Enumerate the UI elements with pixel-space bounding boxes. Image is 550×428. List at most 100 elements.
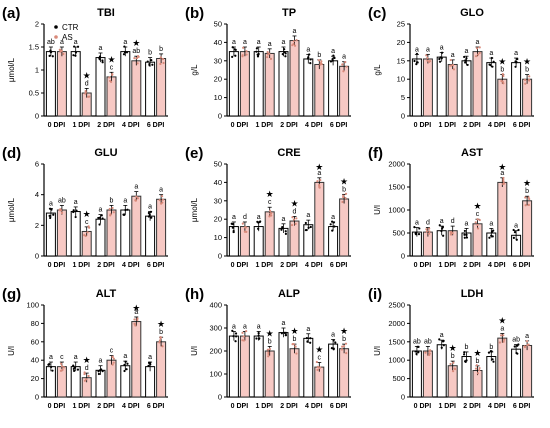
sig-letter: a (99, 45, 103, 52)
ctr-point (415, 62, 418, 66)
as-point (162, 61, 165, 65)
sig-letter: a (476, 39, 480, 46)
ctr-point (414, 350, 417, 353)
as-point (425, 230, 428, 233)
panel-label: (f) (368, 145, 383, 162)
ctr-point (284, 230, 287, 233)
as-bar (447, 63, 458, 117)
as-point (527, 203, 530, 207)
sig-letter: a (342, 54, 346, 61)
as-point (59, 48, 62, 51)
y-tick-label: 400 (209, 301, 222, 310)
ctr-point (441, 227, 444, 230)
y-tick-label: 1500 (388, 337, 405, 346)
ctr-point (100, 214, 103, 217)
y-tick-label: 0 (401, 112, 405, 121)
significance-star: ★ (473, 348, 481, 358)
y-axis-label: μmol/L (7, 57, 16, 82)
as-point (83, 372, 86, 376)
sig-letter: d (85, 80, 89, 87)
sig-letter: b (293, 336, 297, 343)
sig-letter: b (500, 67, 504, 74)
ctr-point (98, 223, 101, 226)
ctr-point (307, 56, 310, 59)
y-tick-label: 1500 (388, 183, 405, 192)
sig-letter: ab (512, 337, 520, 344)
ctr-point (47, 363, 50, 366)
sig-letter: b (159, 46, 163, 53)
sig-letter: a (123, 353, 127, 360)
sig-letter: b (317, 52, 321, 59)
sig-letter: a (232, 323, 236, 330)
ctr-point (463, 233, 466, 236)
y-axis-label: U/l (373, 346, 382, 356)
as-point (476, 227, 480, 230)
significance-star: ★ (498, 162, 506, 172)
sig-letter: d (426, 219, 430, 226)
significance-star: ★ (266, 328, 274, 338)
sig-letter: a (123, 39, 127, 46)
as-point (292, 40, 295, 43)
ctr-point (126, 208, 129, 211)
sig-letter: a (331, 48, 335, 55)
ctr-bar (145, 215, 156, 257)
ctr-point (231, 55, 234, 58)
sig-letter: a (465, 220, 469, 227)
ctr-point (51, 369, 54, 372)
as-point (428, 230, 431, 233)
sig-letter: a (415, 219, 419, 226)
ctr-point (465, 57, 468, 60)
ctr-point (123, 363, 126, 366)
significance-star: ★ (340, 176, 348, 186)
ctr-point (418, 227, 421, 230)
as-bar (239, 51, 250, 117)
as-point (161, 57, 165, 61)
ctr-point (309, 62, 312, 65)
sig-letter: a (500, 170, 504, 177)
significance-star: ★ (315, 345, 323, 355)
legend-as-label: AS (62, 33, 73, 42)
as-point (527, 78, 531, 81)
ctr-point (514, 60, 517, 63)
ctr-point (257, 332, 260, 335)
as-point (133, 57, 136, 60)
as-point (342, 70, 345, 73)
ctr-bar (328, 60, 339, 117)
as-bar (314, 181, 325, 257)
as-point (159, 62, 162, 66)
as-point (476, 223, 479, 226)
x-tick-label: 4 DPI (305, 262, 323, 269)
ctr-point (235, 335, 238, 338)
as-point (59, 208, 62, 211)
ctr-point (491, 358, 494, 361)
ctr-point (49, 216, 52, 220)
sig-letter: a (123, 197, 127, 204)
ctr-point (305, 337, 309, 340)
as-bar (131, 195, 142, 257)
as-point (112, 211, 115, 214)
ctr-point (147, 364, 150, 368)
as-point (428, 349, 432, 352)
ctr-point (98, 216, 101, 219)
x-tick-label: 0 DPI (48, 403, 66, 410)
as-point (345, 65, 348, 68)
as-point (83, 234, 86, 237)
as-point (134, 199, 137, 202)
as-point (60, 362, 63, 365)
x-tick-label: 4 DPI (122, 403, 140, 410)
significance-star: ★ (132, 38, 140, 48)
sig-letter: a (49, 354, 53, 361)
sig-letter: a (243, 39, 247, 46)
ctr-point (332, 54, 335, 57)
sig-letter: a (489, 220, 493, 227)
ctr-point (440, 57, 443, 60)
significance-star: ★ (83, 70, 91, 80)
as-point (427, 232, 431, 235)
ctr-point (415, 352, 418, 356)
sig-letter: c (110, 64, 114, 71)
